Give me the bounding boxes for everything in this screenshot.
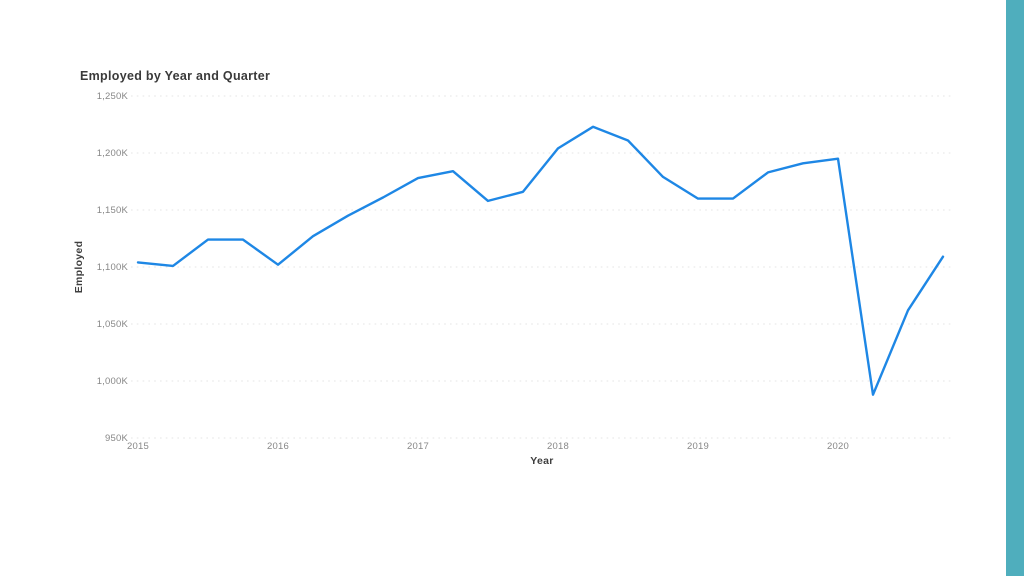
y-tick-label: 950K	[105, 432, 128, 444]
y-tick-label: 1,050K	[96, 318, 128, 330]
y-tick-label: 1,200K	[96, 147, 128, 159]
x-tick-label: 2016	[267, 441, 289, 452]
x-axis-title: Year	[530, 455, 554, 467]
y-tick-label: 1,250K	[96, 90, 128, 102]
x-tick-label: 2017	[407, 441, 429, 452]
slide-accent-bar	[1006, 0, 1024, 576]
employed-line-series	[136, 125, 945, 396]
y-tick-label: 1,100K	[96, 261, 128, 273]
x-tick-label: 2018	[547, 441, 569, 452]
chart-title: Employed by Year and Quarter	[80, 69, 271, 83]
x-tick-label: 2015	[127, 441, 149, 452]
y-tick-label: 1,150K	[96, 204, 128, 216]
y-tick-label: 1,000K	[96, 375, 128, 387]
x-tick-label: 2019	[687, 441, 709, 452]
x-tick-label: 2020	[827, 441, 849, 452]
